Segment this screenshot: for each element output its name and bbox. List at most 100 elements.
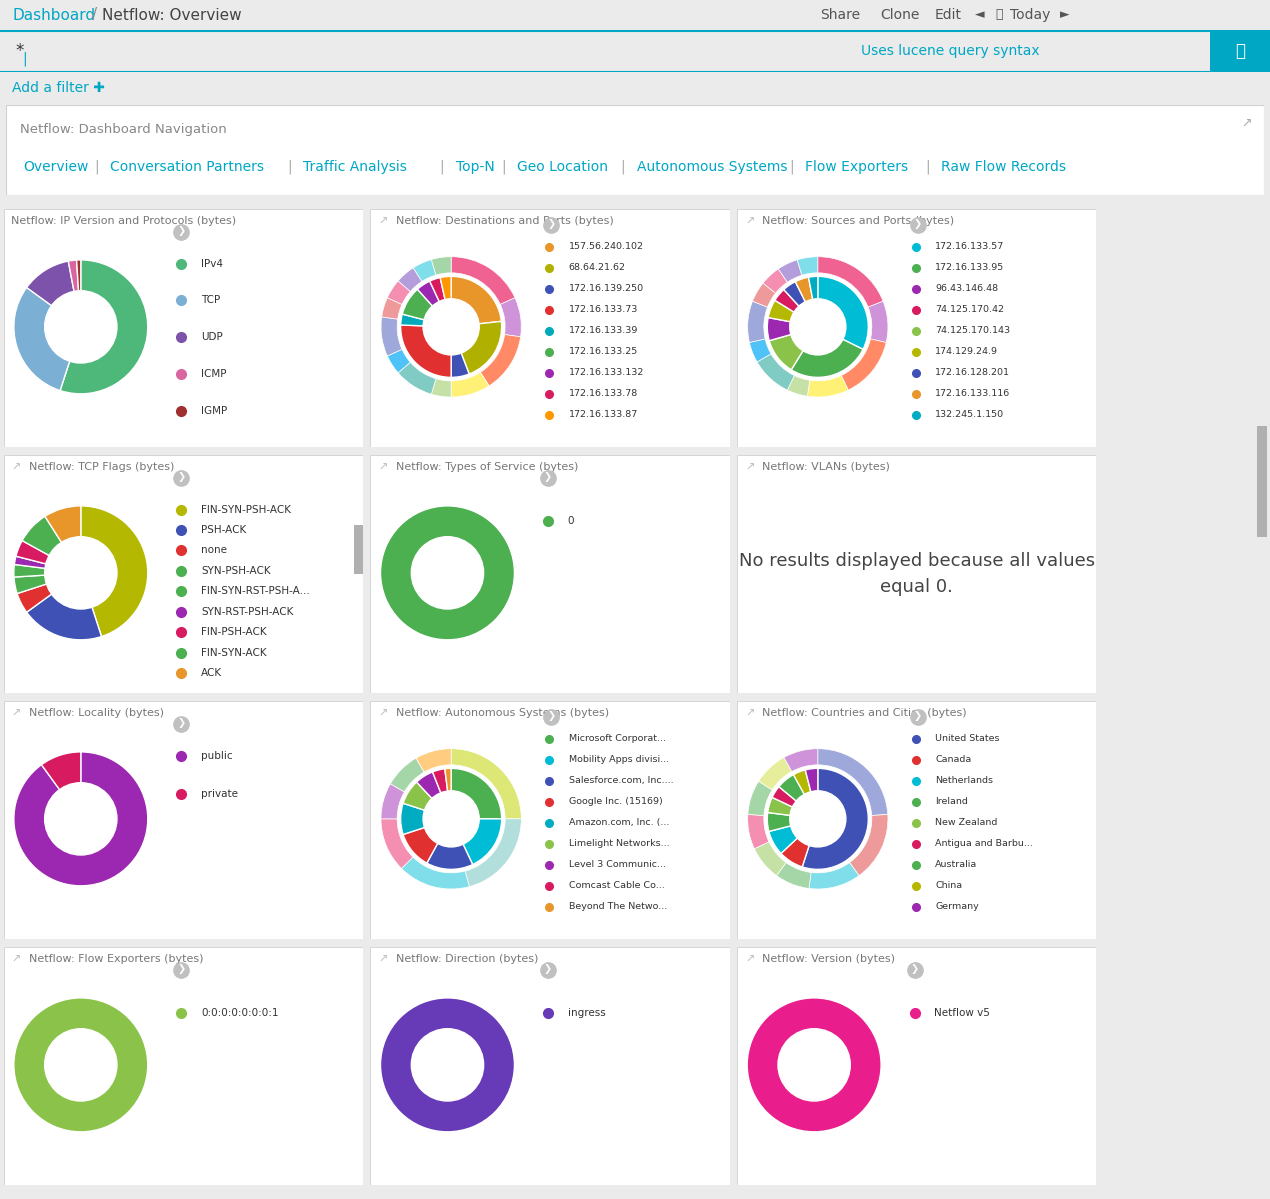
Bar [1210, 30, 1270, 72]
Text: 172.16.133.95: 172.16.133.95 [936, 264, 1005, 272]
Wedge shape [869, 301, 888, 343]
Wedge shape [387, 349, 410, 373]
Wedge shape [748, 814, 768, 849]
Circle shape [44, 1029, 117, 1101]
Text: ►: ► [1060, 8, 1069, 22]
Wedge shape [768, 300, 818, 327]
Text: Mobility Apps divisi...: Mobility Apps divisi... [569, 755, 669, 764]
Wedge shape [390, 758, 424, 791]
Wedge shape [381, 998, 514, 1132]
Text: Level 3 Communic...: Level 3 Communic... [569, 861, 665, 869]
Wedge shape [14, 556, 81, 573]
Text: TCP: TCP [201, 295, 220, 306]
Text: United States: United States [936, 734, 999, 743]
Text: ❯: ❯ [911, 964, 918, 975]
Text: ↗: ↗ [11, 463, 22, 472]
Wedge shape [17, 573, 81, 613]
Bar [354, 525, 363, 574]
Text: IGMP: IGMP [201, 405, 227, 416]
Circle shape [423, 791, 479, 846]
Text: |: | [22, 52, 27, 66]
Circle shape [44, 783, 117, 855]
Wedge shape [818, 276, 869, 349]
Wedge shape [841, 339, 886, 390]
Text: ↗: ↗ [745, 463, 754, 472]
Wedge shape [403, 819, 451, 863]
Text: 96.43.146.48: 96.43.146.48 [936, 284, 998, 294]
Wedge shape [749, 339, 771, 362]
Wedge shape [433, 769, 451, 819]
Text: |: | [439, 159, 444, 174]
Wedge shape [444, 769, 451, 819]
Text: Netflow: Sources and Ports (bytes): Netflow: Sources and Ports (bytes) [762, 216, 954, 227]
Text: 172.16.133.116: 172.16.133.116 [936, 390, 1011, 398]
Circle shape [790, 791, 846, 846]
Bar [1257, 427, 1266, 537]
Wedge shape [805, 769, 818, 819]
Wedge shape [398, 362, 436, 394]
Text: Overview: Overview [24, 159, 89, 174]
Text: Conversation Partners: Conversation Partners [110, 159, 264, 174]
Text: /: / [91, 7, 97, 23]
Wedge shape [441, 276, 451, 327]
Wedge shape [779, 775, 818, 819]
Text: 174.129.24.9: 174.129.24.9 [936, 348, 998, 356]
Wedge shape [451, 276, 502, 327]
Text: ↗: ↗ [745, 709, 754, 719]
Text: FIN-PSH-ACK: FIN-PSH-ACK [201, 627, 267, 637]
Text: Raw Flow Records: Raw Flow Records [941, 159, 1066, 174]
Wedge shape [500, 297, 521, 337]
Wedge shape [451, 257, 514, 305]
Wedge shape [787, 375, 810, 396]
Wedge shape [767, 318, 818, 341]
Text: Clone: Clone [880, 8, 919, 22]
Wedge shape [791, 327, 864, 378]
Wedge shape [387, 281, 410, 305]
Text: Netherlands: Netherlands [936, 776, 993, 785]
Wedge shape [432, 257, 451, 275]
Text: ❯: ❯ [914, 219, 922, 229]
Wedge shape [381, 317, 403, 356]
Text: SYN-PSH-ACK: SYN-PSH-ACK [201, 566, 271, 576]
Wedge shape [768, 819, 818, 854]
Text: ingress: ingress [568, 1008, 606, 1018]
Text: Microsoft Corporat...: Microsoft Corporat... [569, 734, 665, 743]
Wedge shape [809, 862, 859, 888]
Text: 172.16.128.201: 172.16.128.201 [936, 368, 1011, 378]
Text: IPv4: IPv4 [201, 259, 224, 269]
Wedge shape [451, 327, 469, 378]
Wedge shape [784, 748, 818, 771]
Wedge shape [403, 782, 451, 819]
Circle shape [411, 1029, 484, 1101]
Text: FIN-SYN-RST-PSH-A...: FIN-SYN-RST-PSH-A... [201, 586, 310, 596]
Text: ❯: ❯ [178, 718, 185, 728]
Wedge shape [60, 260, 147, 393]
Text: Add a filter ✚: Add a filter ✚ [11, 82, 105, 96]
Text: Netflow: Types of Service (bytes): Netflow: Types of Service (bytes) [396, 463, 578, 472]
Text: PSH-ACK: PSH-ACK [201, 525, 246, 535]
Text: Comcast Cable Co...: Comcast Cable Co... [569, 881, 664, 891]
Text: ⏱: ⏱ [994, 8, 1002, 22]
Wedge shape [427, 819, 472, 869]
Text: ❯: ❯ [547, 219, 555, 229]
Text: Netflow: IP Version and Protocols (bytes): Netflow: IP Version and Protocols (bytes… [11, 216, 236, 227]
Text: 74.125.170.143: 74.125.170.143 [936, 326, 1011, 336]
Text: Share: Share [820, 8, 860, 22]
Text: Today: Today [1010, 8, 1050, 22]
Text: Beyond The Netwo...: Beyond The Netwo... [569, 903, 667, 911]
Wedge shape [69, 260, 81, 327]
Circle shape [779, 1029, 851, 1101]
Wedge shape [465, 819, 521, 886]
Wedge shape [400, 314, 451, 327]
Text: Netflow: Countries and Cities (bytes): Netflow: Countries and Cities (bytes) [762, 709, 966, 718]
Text: Netflow: Destinations and Ports (bytes): Netflow: Destinations and Ports (bytes) [396, 216, 613, 227]
Wedge shape [767, 813, 818, 831]
Text: none: none [201, 546, 227, 555]
Wedge shape [14, 288, 81, 391]
Wedge shape [22, 517, 81, 573]
Text: ICMP: ICMP [201, 369, 226, 379]
Text: Top-N: Top-N [456, 159, 494, 174]
Wedge shape [14, 752, 147, 886]
Text: Netflow: TCP Flags (bytes): Netflow: TCP Flags (bytes) [29, 463, 174, 472]
Text: Dashboard: Dashboard [11, 7, 95, 23]
